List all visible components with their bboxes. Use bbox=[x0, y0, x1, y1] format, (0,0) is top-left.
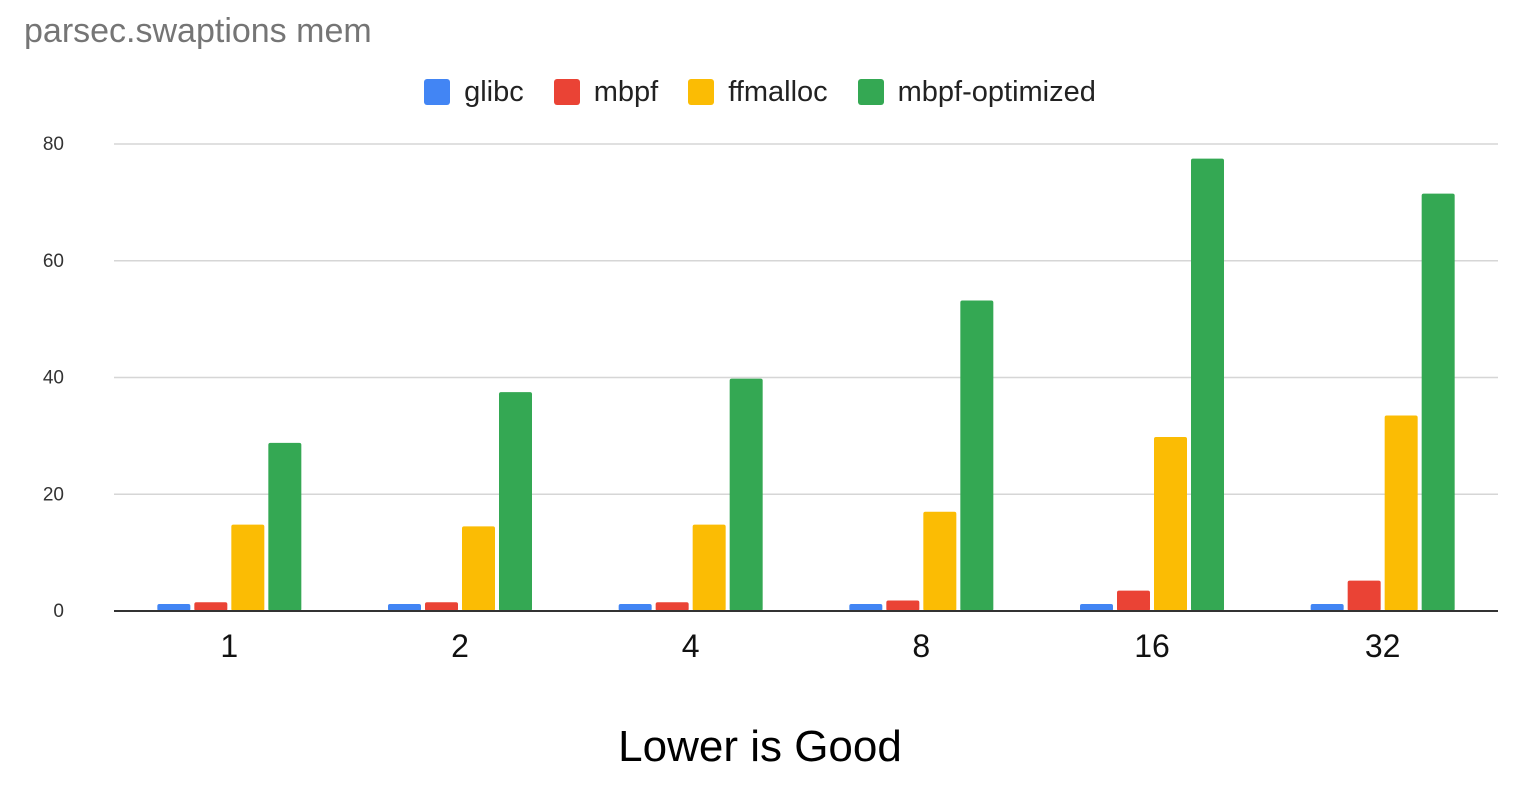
footer-note: Lower is Good bbox=[618, 722, 902, 771]
legend-swatch bbox=[424, 79, 451, 105]
legend-label: ffmalloc bbox=[728, 75, 828, 108]
bar-mbpf-optimized-2 bbox=[499, 392, 532, 611]
bar-ffmalloc-8 bbox=[923, 511, 957, 611]
bar-glibc-32 bbox=[1310, 603, 1344, 611]
x-tick-label: 16 bbox=[1134, 628, 1170, 664]
y-tick-label: 80 bbox=[43, 134, 64, 155]
y-tick-label: 60 bbox=[43, 251, 64, 272]
bar-mbpf-optimized-8 bbox=[960, 300, 994, 611]
bar-mbpf-32 bbox=[1347, 580, 1381, 611]
x-tick-label: 32 bbox=[1365, 628, 1401, 664]
x-tick-label: 1 bbox=[220, 628, 238, 664]
legend-label: mbpf-optimized bbox=[897, 75, 1096, 108]
chart-title: parsec.swaptions mem bbox=[24, 12, 372, 50]
bar-ffmalloc-16 bbox=[1154, 437, 1187, 611]
y-tick-label: 40 bbox=[43, 368, 64, 389]
bar-glibc-1 bbox=[157, 603, 191, 611]
bar-mbpf-2 bbox=[425, 602, 458, 611]
bar-glibc-8 bbox=[849, 603, 883, 611]
y-tick-label: 0 bbox=[53, 601, 64, 622]
legend-item-ffmalloc: ffmalloc bbox=[688, 75, 828, 109]
legend-swatch bbox=[688, 79, 715, 105]
bar-mbpf-optimized-32 bbox=[1421, 193, 1455, 611]
x-tick-label: 2 bbox=[451, 628, 469, 664]
legend-item-mbpf-optimized: mbpf-optimized bbox=[857, 75, 1096, 109]
chart-legend: glibc mbpf ffmalloc mbpf-optimized bbox=[0, 74, 1520, 110]
legend-label: mbpf bbox=[593, 75, 659, 108]
legend-label: glibc bbox=[464, 75, 524, 108]
legend-item-glibc: glibc bbox=[424, 76, 524, 109]
y-tick-label: 20 bbox=[43, 484, 64, 505]
bar-glibc-4 bbox=[618, 603, 652, 611]
legend-item-mbpf: mbpf bbox=[553, 75, 659, 109]
bar-mbpf-1 bbox=[194, 602, 228, 611]
bar-ffmalloc-4 bbox=[692, 524, 726, 611]
bar-mbpf-optimized-4 bbox=[729, 378, 763, 611]
bar-ffmalloc-32 bbox=[1384, 415, 1418, 611]
bar-glibc-16 bbox=[1080, 603, 1113, 611]
bar-glibc-2 bbox=[388, 603, 421, 611]
x-tick-label: 8 bbox=[912, 628, 930, 664]
bar-mbpf-16 bbox=[1117, 590, 1150, 611]
bar-ffmalloc-1 bbox=[231, 524, 265, 611]
x-tick-label: 4 bbox=[682, 628, 700, 664]
legend-swatch bbox=[857, 79, 884, 105]
legend-swatch bbox=[553, 79, 580, 105]
bar-mbpf-optimized-16 bbox=[1191, 158, 1224, 611]
bar-mbpf-optimized-1 bbox=[268, 442, 302, 611]
bar-chart: 0 20 40 60 80 1 2 4 8 16 32 bbox=[43, 134, 1498, 664]
bar-ffmalloc-2 bbox=[462, 526, 495, 611]
bar-mbpf-8 bbox=[886, 600, 920, 611]
bar-mbpf-4 bbox=[655, 602, 689, 611]
